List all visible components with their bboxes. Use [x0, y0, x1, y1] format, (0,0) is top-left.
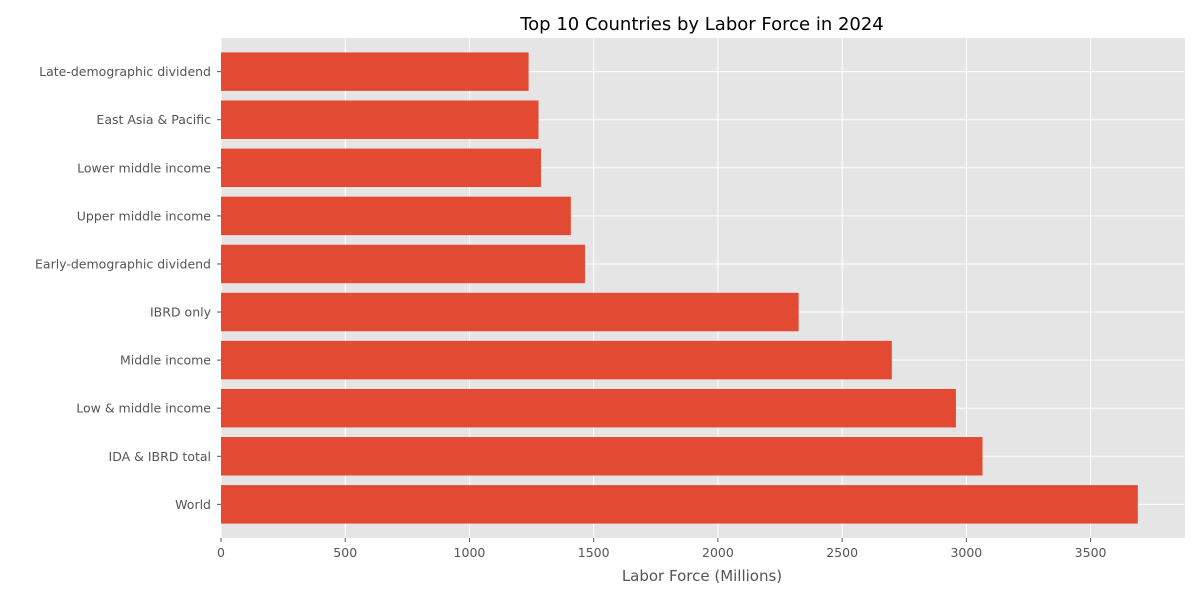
bar: [221, 196, 571, 236]
bar: [221, 340, 892, 380]
x-axis-label: Labor Force (Millions): [622, 567, 782, 585]
y-tick-label: Upper middle income: [77, 208, 212, 223]
x-tick-label: 1000: [454, 545, 486, 560]
x-tick-label: 3000: [950, 545, 982, 560]
y-tick-label: Early-demographic dividend: [35, 256, 211, 271]
x-tick-labels: 0 500 1000 1500 2000 2500 3000 3500: [217, 538, 1107, 560]
x-tick-label: 500: [333, 545, 357, 560]
y-tick-label: IDA & IBRD total: [109, 449, 211, 464]
y-tick-label: Lower middle income: [77, 160, 211, 175]
y-tick-labels: World IDA & IBRD total Low & middle income…: [35, 64, 221, 512]
y-tick-label: East Asia & Pacific: [96, 112, 211, 127]
bar: [221, 437, 983, 476]
chart-title: Top 10 Countries by Labor Force in 2024: [519, 14, 884, 35]
y-tick-label: IBRD only: [150, 305, 212, 320]
bars: [221, 52, 1138, 524]
bar: [221, 148, 542, 188]
x-tick-label: 0: [217, 545, 225, 560]
bar: [221, 244, 585, 284]
y-tick-label: Low & middle income: [76, 401, 211, 416]
x-tick-label: 2000: [702, 545, 734, 560]
bar: [221, 100, 539, 139]
y-tick-label: World: [175, 497, 211, 512]
bar: [221, 388, 956, 428]
bar: [221, 485, 1138, 524]
bar: [221, 292, 799, 332]
bar: [221, 52, 529, 91]
y-tick-label: Late-demographic dividend: [39, 64, 211, 79]
y-tick-label: Middle income: [120, 353, 211, 368]
x-tick-label: 1500: [578, 545, 610, 560]
x-tick-label: 2500: [826, 545, 858, 560]
x-tick-label: 3500: [1075, 545, 1107, 560]
